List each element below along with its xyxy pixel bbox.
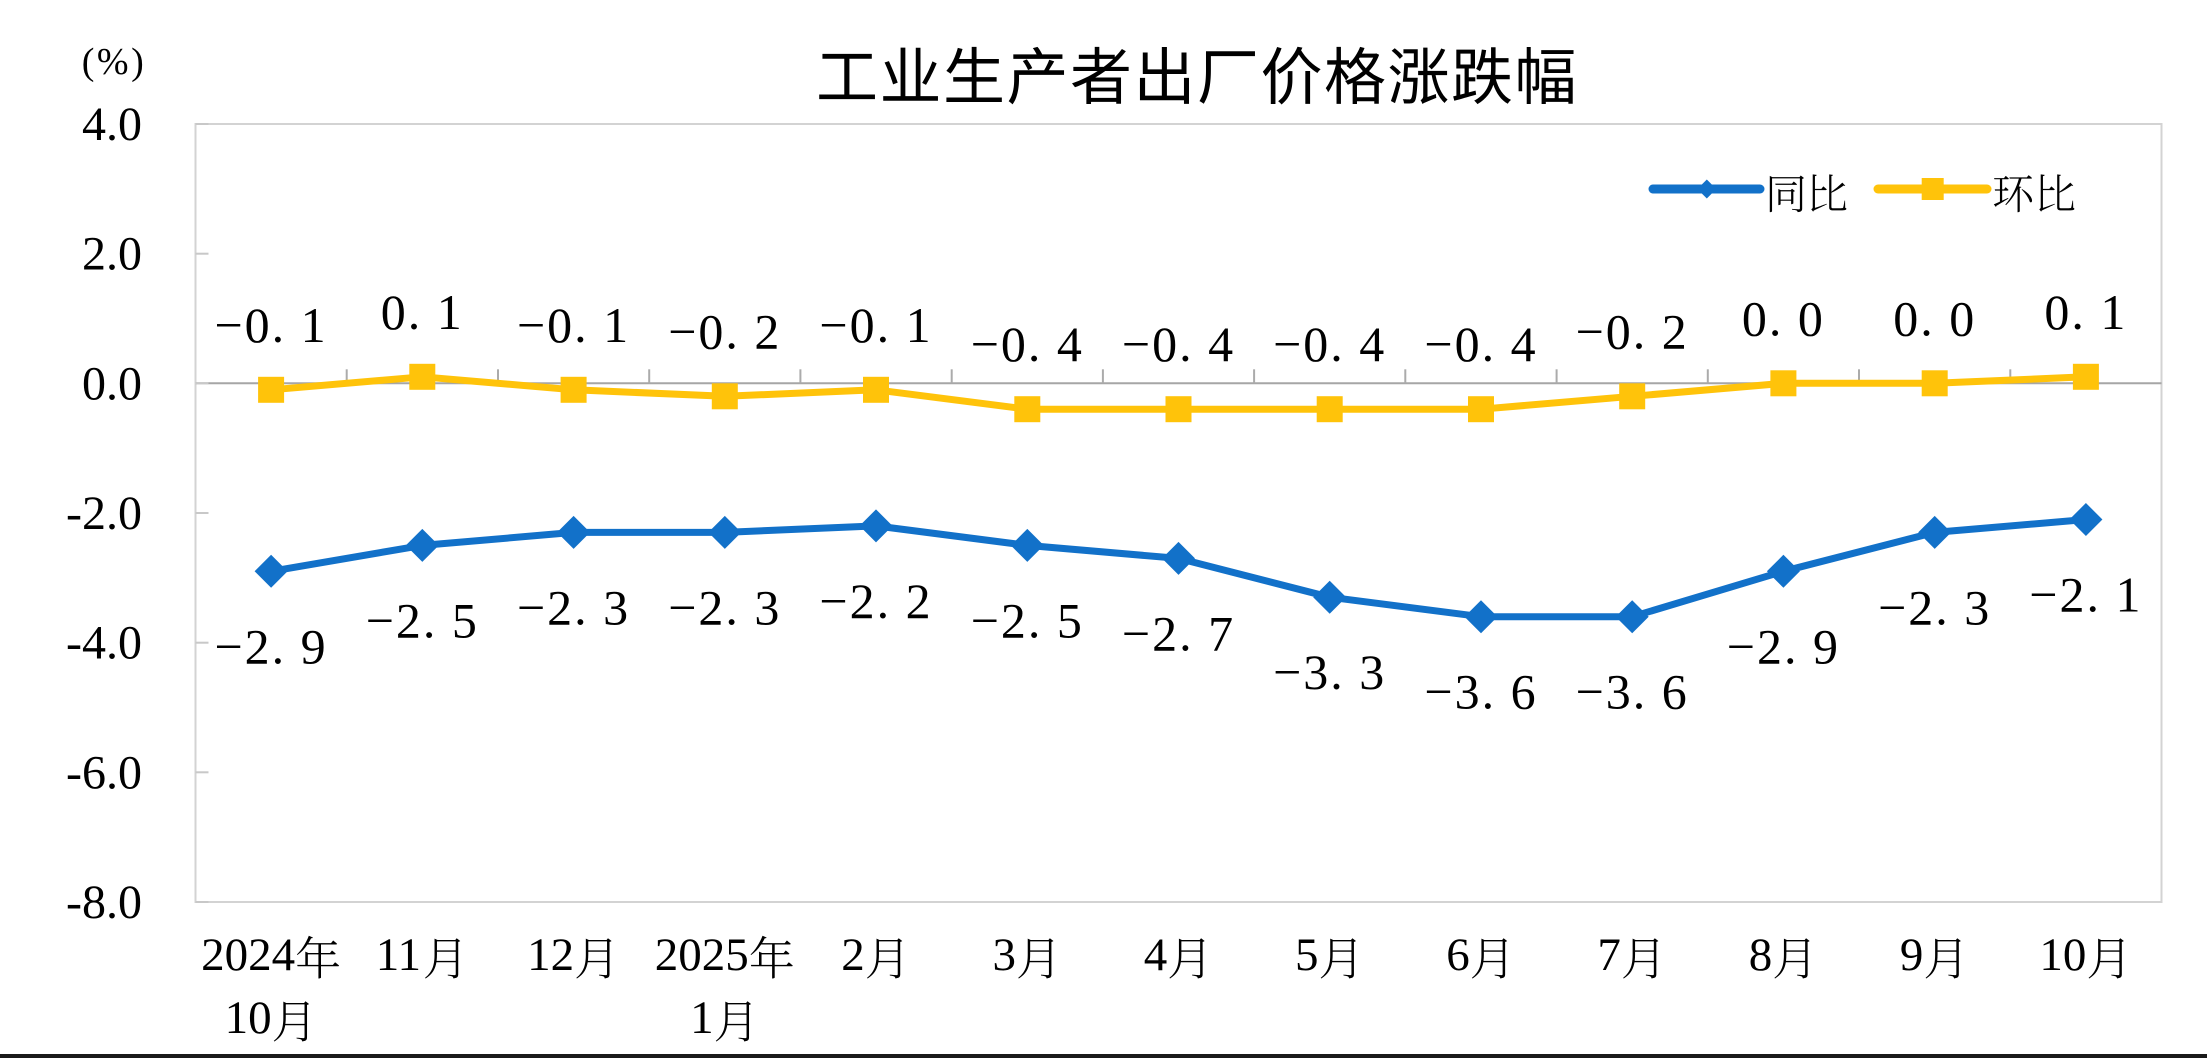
svg-text:6: 6 [1446,929,1470,981]
svg-text:−2. 2: −2. 2 [819,573,932,629]
svg-text:2: 2 [841,929,865,981]
svg-text:−0. 2: −0. 2 [1576,303,1689,359]
svg-text:9: 9 [1900,929,1924,981]
svg-text:(%): (%) [82,41,146,83]
svg-text:−0. 4: −0. 4 [1273,316,1386,372]
svg-text:−2. 3: −2. 3 [1878,579,1991,635]
svg-text:−3. 3: −3. 3 [1273,644,1386,700]
svg-text:−2. 3: −2. 3 [517,579,630,635]
svg-text:−2. 9: −2. 9 [1727,618,1840,674]
svg-text:-8.0: -8.0 [66,876,142,929]
svg-text:−0. 4: −0. 4 [971,316,1084,372]
svg-text:0. 0: 0. 0 [1742,290,1825,346]
svg-text:2.0: 2.0 [82,228,142,281]
svg-text:−2. 5: −2. 5 [971,592,1084,648]
svg-text:−3. 6: −3. 6 [1576,664,1689,720]
svg-text:11: 11 [376,929,421,981]
svg-text:−2. 3: −2. 3 [668,579,781,635]
svg-text:12: 12 [527,929,574,981]
svg-text:−0. 4: −0. 4 [1424,316,1537,372]
svg-text:−0. 1: −0. 1 [819,297,932,353]
svg-text:-2.0: -2.0 [66,487,142,540]
svg-text:0. 0: 0. 0 [1893,290,1976,346]
svg-text:−2. 7: −2. 7 [1122,605,1235,661]
svg-text:−0. 1: −0. 1 [214,297,327,353]
svg-text:10: 10 [2039,929,2086,981]
svg-text:3: 3 [993,929,1017,981]
svg-text:−3. 6: −3. 6 [1424,664,1537,720]
svg-text:−2. 1: −2. 1 [2029,567,2142,623]
svg-text:−0. 1: −0. 1 [517,297,630,353]
svg-text:4.0: 4.0 [82,98,142,151]
svg-text:4: 4 [1144,929,1168,981]
svg-text:1: 1 [690,992,714,1044]
svg-text:-4.0: -4.0 [66,617,142,670]
svg-text:5: 5 [1295,929,1319,981]
svg-text:−0. 4: −0. 4 [1122,316,1235,372]
svg-text:0. 1: 0. 1 [2044,284,2127,340]
svg-text:7: 7 [1597,929,1621,981]
svg-text:−2. 5: −2. 5 [366,592,479,648]
svg-text:-6.0: -6.0 [66,746,142,799]
svg-text:0.0: 0.0 [82,357,142,410]
svg-text:10: 10 [225,992,272,1044]
svg-text:8: 8 [1749,929,1773,981]
svg-text:−2. 9: −2. 9 [214,618,327,674]
svg-text:−0. 2: −0. 2 [668,303,781,359]
svg-text:2024: 2024 [201,929,295,981]
svg-text:0. 1: 0. 1 [381,284,464,340]
svg-text:2025: 2025 [655,929,749,981]
